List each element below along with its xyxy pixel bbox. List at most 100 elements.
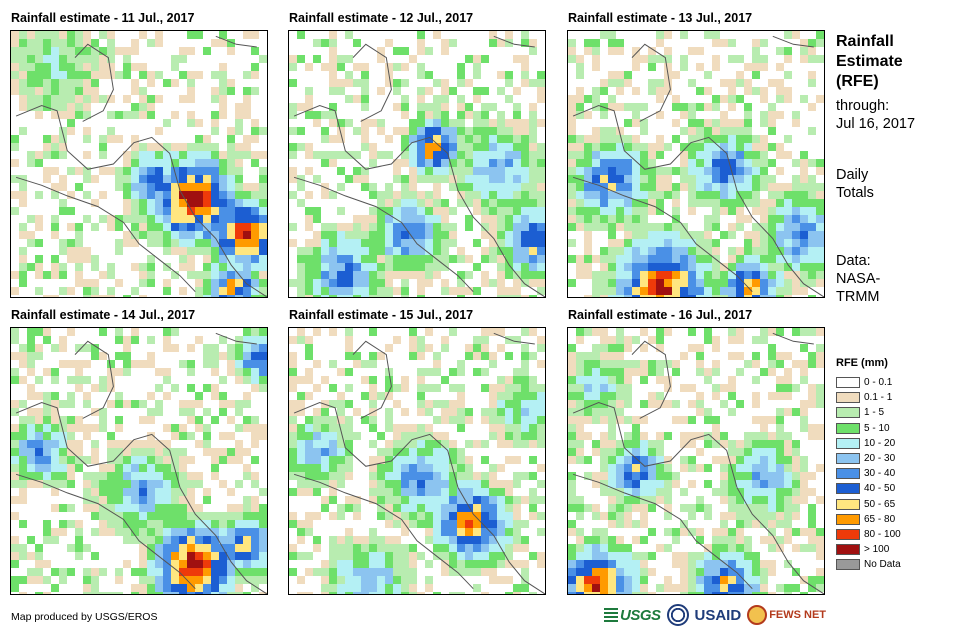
- rainfall-cell: [219, 199, 227, 207]
- rainfall-cell: [243, 520, 251, 528]
- rainfall-cell: [139, 95, 147, 103]
- rainfall-cell: [792, 584, 800, 592]
- rainfall-cell: [251, 544, 259, 552]
- rainfall-cell: [800, 263, 808, 271]
- rainfall-cell: [171, 223, 179, 231]
- rainfall-cell: [744, 512, 752, 520]
- rainfall-cell: [776, 392, 784, 400]
- rainfall-cell: [243, 504, 251, 512]
- rainfall-cell: [497, 376, 505, 384]
- rainfall-cell: [744, 103, 752, 111]
- rainfall-cell: [752, 247, 760, 255]
- rainfall-cell: [139, 592, 147, 594]
- rainfall-cell: [171, 504, 179, 512]
- rainfall-cell: [345, 448, 353, 456]
- rainfall-cell: [43, 328, 51, 336]
- rainfall-cell: [259, 223, 267, 231]
- rainfall-cell: [195, 215, 203, 223]
- rainfall-cell: [576, 87, 584, 95]
- rainfall-cell: [211, 39, 219, 47]
- rainfall-cell: [648, 191, 656, 199]
- rainfall-cell: [259, 191, 267, 199]
- rainfall-cell: [584, 263, 592, 271]
- rainfall-cell: [409, 552, 417, 560]
- rainfall-cell: [784, 368, 792, 376]
- rainfall-cell: [289, 448, 297, 456]
- rainfall-cell: [688, 167, 696, 175]
- rainfall-cell: [441, 111, 449, 119]
- rainfall-cell: [337, 480, 345, 488]
- rainfall-cell: [680, 488, 688, 496]
- fews-logo-text: FEWS NET: [769, 609, 827, 621]
- rainfall-cell: [816, 432, 824, 440]
- rainfall-cell: [576, 95, 584, 103]
- rainfall-cell: [131, 440, 139, 448]
- rainfall-cell: [584, 247, 592, 255]
- rainfall-cell: [187, 472, 195, 480]
- rainfall-cell: [227, 560, 235, 568]
- rainfall-cell: [632, 263, 640, 271]
- rainfall-cell: [313, 408, 321, 416]
- rainfall-cell: [139, 215, 147, 223]
- rainfall-cell: [584, 231, 592, 239]
- rainfall-cell: [505, 215, 513, 223]
- rainfall-cell: [353, 223, 361, 231]
- rainfall-cell: [712, 488, 720, 496]
- rainfall-cell: [329, 191, 337, 199]
- rainfall-cell: [289, 368, 297, 376]
- rainfall-cell: [497, 223, 505, 231]
- rainfall-cell: [752, 135, 760, 143]
- rainfall-cell: [720, 400, 728, 408]
- rainfall-cell: [243, 592, 251, 594]
- rainfall-cell: [792, 488, 800, 496]
- rainfall-cell: [123, 199, 131, 207]
- rainfall-cell: [760, 239, 768, 247]
- rainfall-cell: [115, 175, 123, 183]
- rainfall-cell: [592, 143, 600, 151]
- rainfall-cell: [800, 47, 808, 55]
- rainfall-cell: [131, 496, 139, 504]
- rainfall-cell: [425, 584, 433, 592]
- rainfall-cell: [19, 127, 27, 135]
- rainfall-cell: [305, 87, 313, 95]
- rainfall-cell: [433, 159, 441, 167]
- rainfall-cell: [696, 87, 704, 95]
- rainfall-cell: [688, 480, 696, 488]
- rainfall-cell: [632, 496, 640, 504]
- rainfall-cell: [187, 480, 195, 488]
- rainfall-cell: [147, 191, 155, 199]
- rainfall-cell: [297, 552, 305, 560]
- rainfall-cell: [377, 295, 385, 297]
- rainfall-cell: [648, 480, 656, 488]
- rainfall-cell: [537, 143, 545, 151]
- rainfall-cell: [497, 175, 505, 183]
- rainfall-cell: [433, 520, 441, 528]
- rainfall-cell: [123, 159, 131, 167]
- rainfall-cell: [656, 111, 664, 119]
- rainfall-cell: [704, 376, 712, 384]
- rainfall-cell: [449, 456, 457, 464]
- rainfall-cell: [521, 376, 529, 384]
- rainfall-cell: [377, 287, 385, 295]
- rainfall-cell: [203, 175, 211, 183]
- rainfall-cell: [457, 472, 465, 480]
- rainfall-cell: [712, 560, 720, 568]
- rainfall-cell: [401, 63, 409, 71]
- rainfall-cell: [203, 512, 211, 520]
- rainfall-cell: [776, 231, 784, 239]
- rainfall-cell: [305, 63, 313, 71]
- rainfall-cell: [497, 424, 505, 432]
- rainfall-cell: [776, 360, 784, 368]
- rainfall-cell: [99, 472, 107, 480]
- rainfall-cell: [624, 159, 632, 167]
- rainfall-cell: [760, 496, 768, 504]
- rainfall-cell: [465, 255, 473, 263]
- rainfall-cell: [473, 191, 481, 199]
- rainfall-cell: [537, 336, 545, 344]
- rainfall-cell: [592, 135, 600, 143]
- rainfall-cell: [393, 432, 401, 440]
- rainfall-cell: [728, 584, 736, 592]
- rainfall-cell: [83, 279, 91, 287]
- rainfall-cell: [27, 536, 35, 544]
- rainfall-cell: [768, 255, 776, 263]
